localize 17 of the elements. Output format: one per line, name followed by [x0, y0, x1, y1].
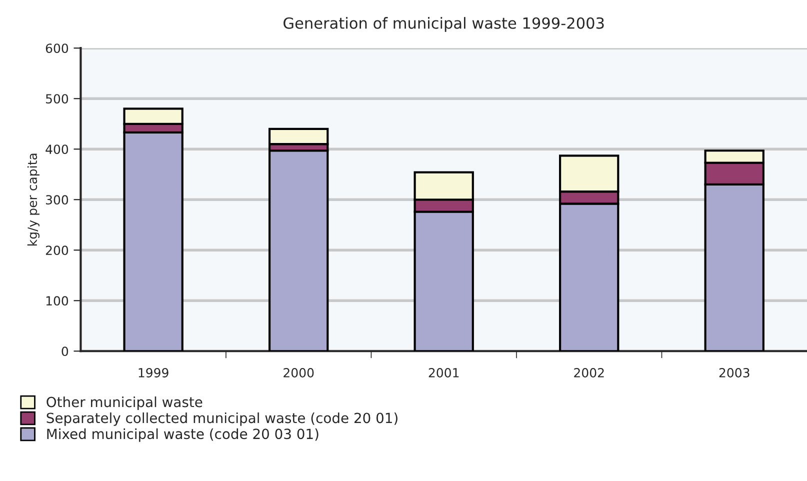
x-tick-label: 2000: [284, 368, 314, 378]
legend-label: Mixed municipal waste (code 20 03 01): [47, 428, 318, 442]
y-tick-label: 400: [46, 144, 68, 154]
y-tick-label: 200: [46, 246, 68, 256]
x-tick-label: 2002: [574, 368, 604, 378]
legend-label: Other municipal waste: [46, 396, 202, 410]
chart-title: Generation of municipal waste 1999-2003: [284, 17, 604, 32]
y-tick-label: 600: [46, 44, 68, 54]
y-tick-label: 500: [46, 94, 68, 104]
x-tick-label: 2001: [428, 368, 459, 378]
x-tick-label: 1999: [138, 368, 168, 378]
x-tick-label: 2003: [719, 368, 750, 378]
y-tick-label: 100: [46, 296, 68, 306]
legend-label: Separately collected municipal waste (code 20 01): [46, 412, 398, 426]
y-axis-title: kg/y per capita: [27, 154, 40, 246]
y-tick-label: 0: [62, 346, 68, 356]
y-tick-label: 300: [46, 195, 68, 205]
